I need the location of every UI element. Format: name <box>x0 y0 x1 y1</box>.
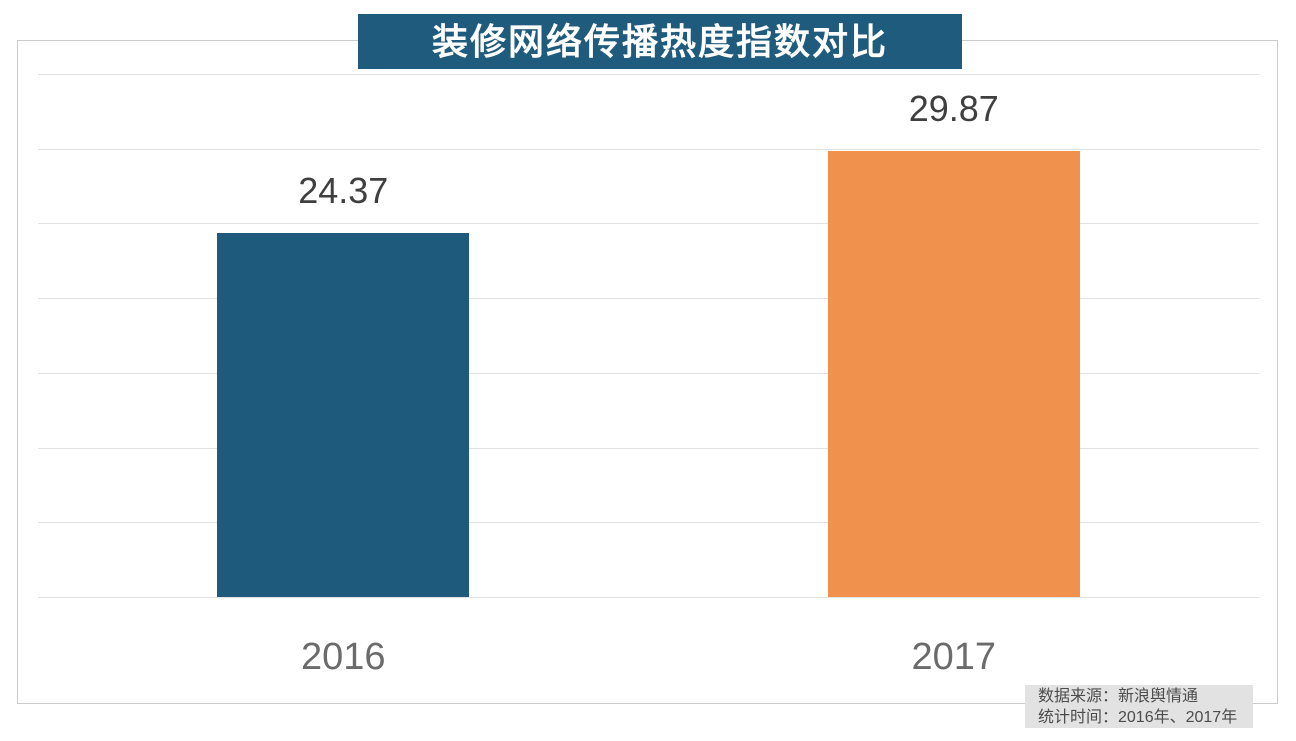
x-axis-label-2016: 2016 <box>300 636 386 678</box>
bar-2016 <box>217 233 469 597</box>
chart-title: 装修网络传播热度指数对比 <box>358 14 962 69</box>
gridline <box>38 223 1259 224</box>
bar-2017 <box>828 151 1080 597</box>
gridline <box>38 522 1259 523</box>
gridline <box>38 298 1259 299</box>
value-label-2016: 24.37 <box>298 170 389 211</box>
gridline <box>38 74 1259 75</box>
gridline <box>38 373 1259 374</box>
source-note-line1: 数据来源：新浪舆情通 <box>1038 688 1199 705</box>
plot-area: 24.37 2016 29.87 2017 <box>38 74 1259 678</box>
gridline <box>38 149 1259 150</box>
source-note: 数据来源：新浪舆情通 统计时间：2016年、2017年 <box>1025 685 1253 728</box>
gridline <box>38 597 1259 598</box>
x-axis-label-2017: 2017 <box>911 636 997 678</box>
source-note-line2: 统计时间：2016年、2017年 <box>1038 709 1238 726</box>
gridline <box>38 448 1259 449</box>
value-label-2017: 29.87 <box>908 88 999 129</box>
